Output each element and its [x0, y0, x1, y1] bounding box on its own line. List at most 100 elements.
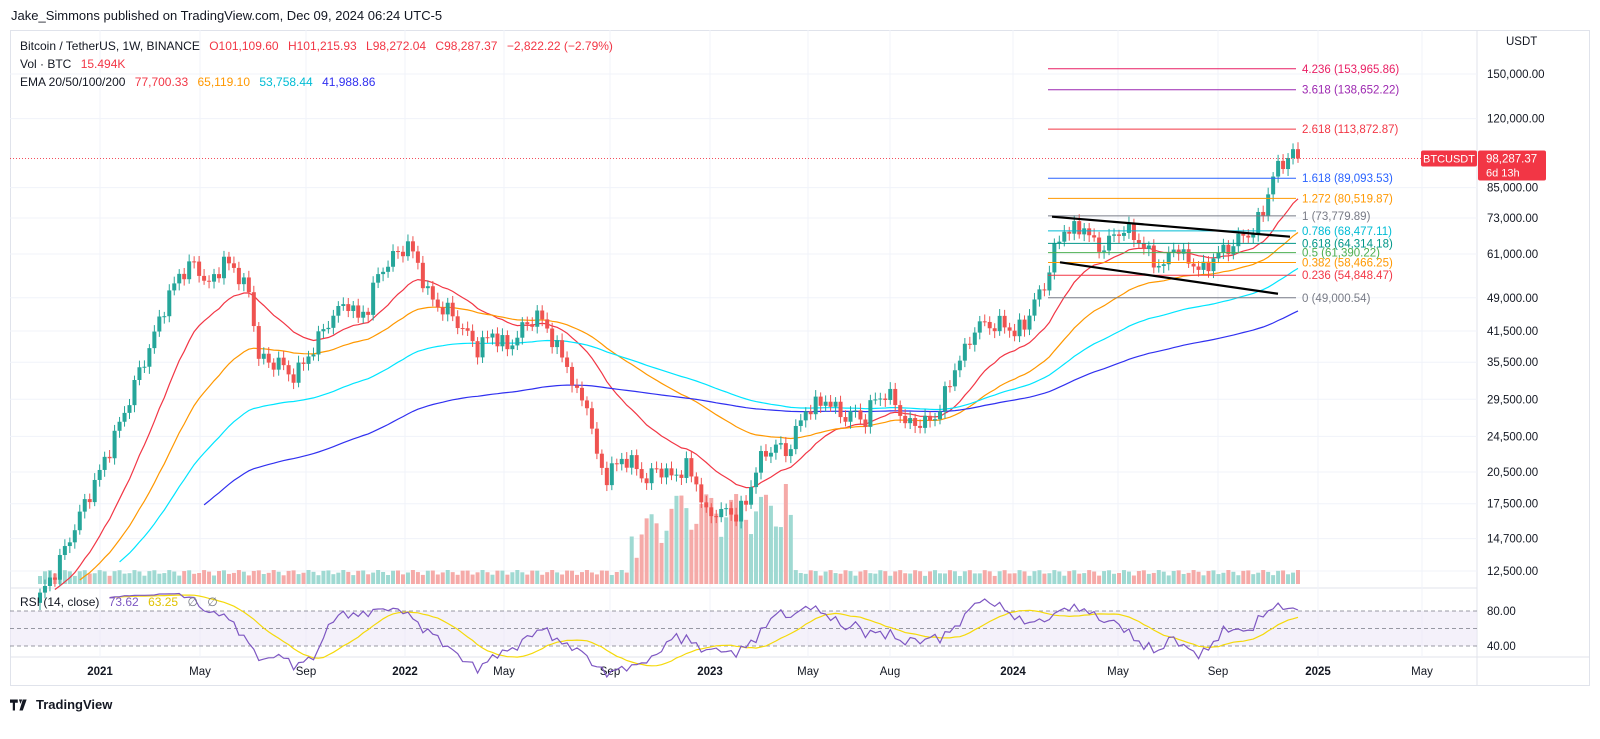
candle-body: [515, 337, 520, 346]
volume-bar: [1176, 570, 1181, 584]
volume-bar: [1236, 575, 1241, 584]
volume-bar: [803, 573, 808, 584]
candle-body: [530, 324, 535, 327]
volume-bar: [162, 573, 167, 584]
volume-bar: [957, 575, 962, 584]
candle-body: [535, 310, 540, 327]
candle-body: [430, 286, 435, 300]
volume-bar: [768, 505, 773, 584]
volume-bar: [246, 575, 251, 584]
volume-bar: [888, 575, 893, 584]
candle-body: [654, 468, 659, 470]
candle-body: [868, 400, 873, 427]
candle-body: [818, 396, 823, 406]
rsi-label[interactable]: RSI (14, close): [20, 595, 100, 609]
volume-bar: [221, 570, 226, 584]
candle-body: [97, 469, 102, 480]
candle-body: [903, 415, 908, 424]
volume-bar: [341, 570, 346, 584]
volume-bar: [192, 573, 197, 584]
volume-bar: [207, 571, 212, 584]
volume-bar: [520, 572, 525, 584]
candle-body: [1286, 157, 1291, 170]
candle-body: [505, 335, 510, 350]
candle-body: [420, 262, 425, 289]
candle-body: [1296, 149, 1300, 159]
volume-bar: [584, 570, 589, 584]
volume-bar: [400, 574, 405, 584]
volume-bar: [1261, 570, 1266, 584]
candle-body: [873, 399, 878, 401]
volume-bar: [609, 574, 614, 584]
candle-body: [1256, 211, 1261, 235]
ema-label[interactable]: EMA 20/50/100/200: [20, 75, 126, 89]
candle-body: [555, 340, 560, 348]
x-tick-label: Sep: [1208, 666, 1228, 678]
candle-body: [177, 273, 182, 284]
volume-bar: [694, 523, 699, 584]
volume-bar: [868, 573, 873, 584]
candle-body: [400, 251, 405, 257]
price-tag-bg: [1478, 150, 1546, 181]
volume-bar: [1246, 570, 1251, 584]
candle-body: [1047, 272, 1052, 291]
volume-bar: [1136, 571, 1141, 584]
candle-body: [952, 370, 957, 387]
candle-body: [381, 271, 386, 275]
candle-body: [301, 362, 306, 364]
y-tick-label: 20,500.00: [1487, 467, 1538, 479]
candle-body: [923, 415, 928, 428]
candle-body: [162, 316, 167, 318]
volume-bar: [933, 570, 938, 584]
rsi-legend: RSI (14, close) 73.62 63.25 ∅ ∅: [20, 595, 224, 609]
volume-bar: [62, 570, 67, 584]
volume-bar: [152, 570, 157, 584]
candle-body: [634, 455, 639, 470]
candle-body: [311, 354, 316, 357]
candle-body: [47, 577, 52, 586]
candle-body: [624, 458, 629, 468]
currency-unit[interactable]: USDT: [1506, 36, 1538, 48]
volume-bar: [515, 570, 520, 584]
candle-body: [540, 310, 545, 320]
candle-body: [1087, 228, 1092, 236]
candle-body: [1291, 149, 1296, 158]
candle-body: [306, 356, 311, 364]
volume-bar: [197, 572, 202, 584]
volume-bar: [659, 542, 664, 584]
volume-bar: [1161, 571, 1166, 584]
candle-body: [883, 398, 888, 400]
fib-level-label: 1.618 (89,093.53): [1302, 173, 1393, 185]
volume-bar: [1191, 570, 1196, 584]
channel-upper-line: [1051, 215, 1291, 238]
volume-bar: [510, 572, 515, 584]
candle-body: [1261, 211, 1266, 217]
symbol-name[interactable]: Bitcoin / TetherUS, 1W, BINANCE: [20, 39, 200, 53]
volume-bar: [997, 571, 1002, 584]
chart-frame[interactable]: [10, 30, 1590, 686]
volume-bar: [1291, 572, 1296, 584]
candle-body: [226, 256, 231, 264]
candle-body: [823, 401, 828, 406]
footer-brand[interactable]: TradingView: [10, 697, 112, 712]
volume-bar: [217, 571, 222, 584]
volume-bar: [256, 570, 261, 584]
volume-bar: [714, 513, 719, 584]
candle-body: [495, 333, 500, 347]
volume-bar: [923, 575, 928, 584]
candle-body: [470, 330, 475, 342]
y-tick-label: 17,500.00: [1487, 499, 1538, 511]
candle-body: [1082, 228, 1087, 235]
rsi-ma-value: 63.25: [148, 595, 179, 609]
candle-body: [773, 444, 778, 453]
candle-body: [142, 366, 147, 368]
volume-bar: [1156, 570, 1161, 584]
volume-label[interactable]: Vol · BTC: [20, 57, 72, 71]
volume-bar: [112, 571, 117, 584]
volume-bar: [724, 517, 729, 584]
candle-body: [664, 468, 669, 478]
volume-bar: [356, 570, 361, 584]
fib-level-label: 0.236 (54,848.47): [1302, 270, 1393, 282]
fib-level-label: 1 (73,779.89): [1302, 211, 1371, 223]
